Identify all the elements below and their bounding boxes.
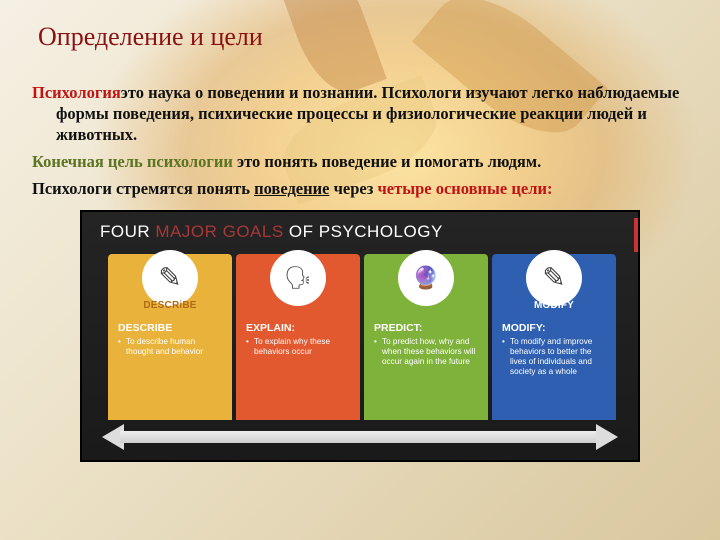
goal-icon: 🔮 [412,267,439,289]
text: Психологи стремятся понять [32,179,254,198]
arrow-head-right [596,424,618,450]
goal-column-1: ✎ DESCRiBE DESCRIBE To describe human thoug… [108,254,232,420]
diagram-canvas: FOUR MAJOR GOALS OF PSYCHOLOGY ✎ DESCRiBE… [82,212,638,460]
goal-bullet: To explain why these behaviors occur [254,337,352,358]
goal-column-4: ✎ MODIFY MODIFY: To modify and improve beha… [492,254,616,420]
goal-heading: DESCRIBE [118,322,224,334]
text: это наука о поведении и познании. Психол… [56,83,679,144]
goal-bullets: To predict how, why and when these behav… [374,337,480,368]
text: OF PSYCHOLOGY [284,222,443,241]
goal-column-2: 🗣 EXPLAIN: To explain why these behaviors … [236,254,360,420]
goal-bullets: To modify and improve behaviors to bette… [502,337,608,378]
slide-title: Определение и цели [38,22,688,52]
text: это понять поведение и помогать людям. [233,152,541,171]
goal-bullets: To describe human thought and behavior [118,337,224,358]
goal-bullet: To describe human thought and behavior [126,337,224,358]
goal-heading: EXPLAIN: [246,322,352,334]
text: через [329,179,377,198]
goal-icon-label: DESCRiBE [108,300,232,311]
diagram-columns: ✎ DESCRiBE DESCRIBE To describe human thoug… [108,254,616,420]
goal-icon: 🗣 [284,267,312,289]
phrase-ultimate-goal: Конечная цель психологии [32,152,233,171]
goal-bullet: To predict how, why and when these behav… [382,337,480,368]
goal-bullet: To modify and improve behaviors to bette… [510,337,608,378]
goal-bullets: To explain why these behaviors occur [246,337,352,358]
four-goals-diagram: FOUR MAJOR GOALS OF PSYCHOLOGY ✎ DESCRiBE… [80,210,640,462]
underline-behavior: поведение [254,179,329,198]
paragraph-ultimate-goal: Конечная цель психологии это понять пове… [32,151,688,172]
slide-content: Определение и цели Психологияэто наука о… [0,0,720,540]
goal-icon-circle: ✎ [142,250,198,306]
diagram-title-accent: MAJOR GOALS [155,222,283,241]
goal-icon-circle: 🗣 [270,250,326,306]
paragraph-definition: Психологияэто наука о поведении и познан… [32,82,688,145]
paragraph-four-goals: Психологи стремятся понять поведение чер… [32,178,688,199]
phrase-four-main-goals: четыре основные цели: [377,179,552,198]
diagram-arrow [102,424,618,450]
goal-icon: ✎ [542,264,565,292]
diagram-title: FOUR MAJOR GOALS OF PSYCHOLOGY [100,222,443,242]
goal-icon: ✎ [158,264,181,292]
term-psychology: Психология [32,83,121,102]
diagram-redbar [634,218,638,252]
text: FOUR [100,222,155,241]
goal-column-3: 🔮 PREDICT: To predict how, why and when th… [364,254,488,420]
goal-icon-circle: 🔮 [398,250,454,306]
arrow-shaft [120,431,600,443]
goal-heading: PREDICT: [374,322,480,334]
goal-icon-circle: ✎ [526,250,582,306]
goal-icon-label: MODIFY [492,300,616,311]
goal-heading: MODIFY: [502,322,608,334]
